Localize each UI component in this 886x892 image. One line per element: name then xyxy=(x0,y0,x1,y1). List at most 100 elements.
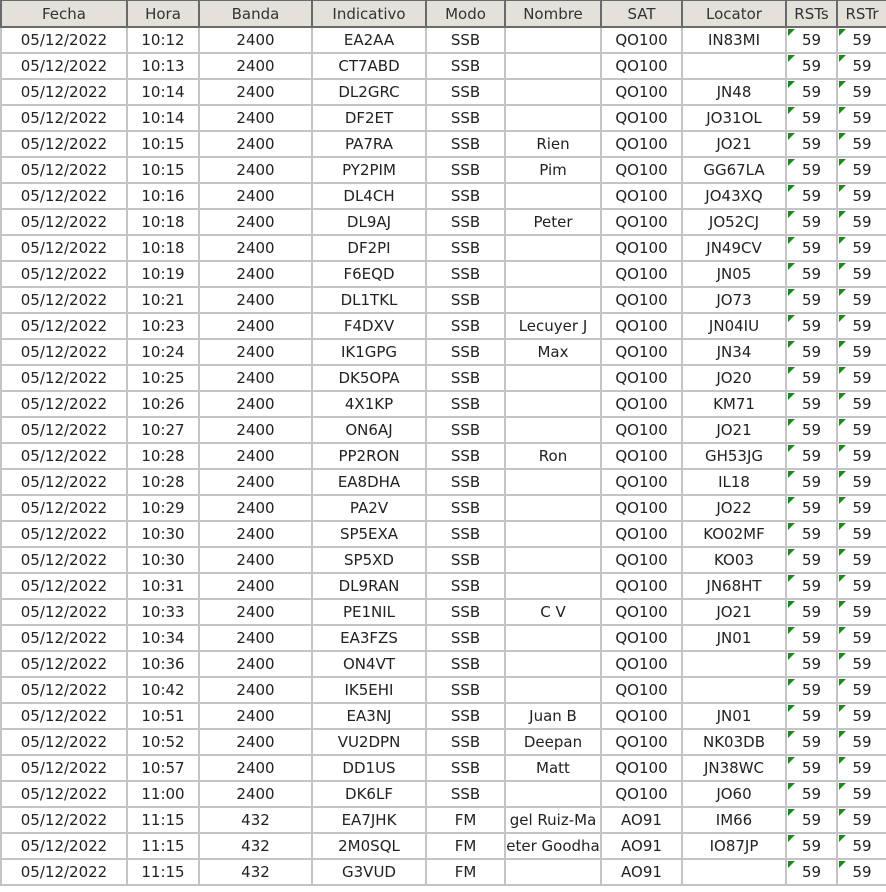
column-header-nombre[interactable]: Nombre xyxy=(504,0,602,28)
cell-nombre[interactable] xyxy=(504,78,602,106)
cell-locator[interactable]: JN01 xyxy=(681,624,787,652)
cell-banda[interactable]: 2400 xyxy=(198,416,313,444)
cell-modo[interactable]: SSB xyxy=(425,520,506,548)
cell-locator[interactable]: JN04IU xyxy=(681,312,787,340)
cell-rstr[interactable]: 59 xyxy=(836,832,886,860)
cell-fecha[interactable]: 05/12/2022 xyxy=(0,806,128,834)
cell-banda[interactable]: 2400 xyxy=(198,390,313,418)
cell-nombre[interactable]: Peter xyxy=(504,208,602,236)
cell-indicativo[interactable]: PY2PIM xyxy=(311,156,427,184)
cell-banda[interactable]: 2400 xyxy=(198,572,313,600)
cell-sat[interactable]: QO100 xyxy=(600,676,683,704)
cell-hora[interactable]: 10:18 xyxy=(126,208,200,236)
cell-nombre[interactable]: Matt xyxy=(504,754,602,782)
cell-hora[interactable]: 10:30 xyxy=(126,546,200,574)
cell-indicativo[interactable]: EA3NJ xyxy=(311,702,427,730)
cell-fecha[interactable]: 05/12/2022 xyxy=(0,546,128,574)
cell-fecha[interactable]: 05/12/2022 xyxy=(0,650,128,678)
cell-modo[interactable]: SSB xyxy=(425,780,506,808)
cell-modo[interactable]: SSB xyxy=(425,468,506,496)
cell-sat[interactable]: QO100 xyxy=(600,650,683,678)
cell-locator[interactable] xyxy=(681,858,787,886)
cell-rsts[interactable]: 59 xyxy=(785,78,838,106)
cell-fecha[interactable]: 05/12/2022 xyxy=(0,338,128,366)
cell-fecha[interactable]: 05/12/2022 xyxy=(0,858,128,886)
cell-indicativo[interactable]: DL1TKL xyxy=(311,286,427,314)
cell-banda[interactable]: 2400 xyxy=(198,208,313,236)
column-header-indicativo[interactable]: Indicativo xyxy=(311,0,427,28)
cell-banda[interactable]: 2400 xyxy=(198,26,313,54)
cell-banda[interactable]: 2400 xyxy=(198,546,313,574)
cell-rsts[interactable]: 59 xyxy=(785,390,838,418)
cell-banda[interactable]: 2400 xyxy=(198,260,313,288)
cell-nombre[interactable] xyxy=(504,52,602,80)
cell-rstr[interactable]: 59 xyxy=(836,468,886,496)
cell-hora[interactable]: 10:14 xyxy=(126,78,200,106)
cell-indicativo[interactable]: 2M0SQL xyxy=(311,832,427,860)
cell-nombre[interactable] xyxy=(504,390,602,418)
cell-fecha[interactable]: 05/12/2022 xyxy=(0,156,128,184)
cell-rsts[interactable]: 59 xyxy=(785,260,838,288)
cell-hora[interactable]: 10:15 xyxy=(126,156,200,184)
cell-locator[interactable]: IM66 xyxy=(681,806,787,834)
cell-banda[interactable]: 2400 xyxy=(198,286,313,314)
cell-banda[interactable]: 2400 xyxy=(198,442,313,470)
cell-hora[interactable]: 11:15 xyxy=(126,832,200,860)
cell-rstr[interactable]: 59 xyxy=(836,572,886,600)
cell-rsts[interactable]: 59 xyxy=(785,208,838,236)
cell-locator[interactable]: GG67LA xyxy=(681,156,787,184)
cell-hora[interactable]: 10:24 xyxy=(126,338,200,366)
cell-indicativo[interactable]: PA2V xyxy=(311,494,427,522)
cell-banda[interactable]: 2400 xyxy=(198,728,313,756)
cell-indicativo[interactable]: CT7ABD xyxy=(311,52,427,80)
cell-indicativo[interactable]: VU2DPN xyxy=(311,728,427,756)
cell-sat[interactable]: QO100 xyxy=(600,624,683,652)
cell-banda[interactable]: 432 xyxy=(198,806,313,834)
cell-rsts[interactable]: 59 xyxy=(785,832,838,860)
cell-hora[interactable]: 10:34 xyxy=(126,624,200,652)
cell-banda[interactable]: 2400 xyxy=(198,78,313,106)
cell-fecha[interactable]: 05/12/2022 xyxy=(0,78,128,106)
cell-hora[interactable]: 10:23 xyxy=(126,312,200,340)
cell-banda[interactable]: 432 xyxy=(198,858,313,886)
cell-modo[interactable]: SSB xyxy=(425,728,506,756)
cell-locator[interactable] xyxy=(681,676,787,704)
cell-fecha[interactable]: 05/12/2022 xyxy=(0,572,128,600)
cell-banda[interactable]: 2400 xyxy=(198,234,313,262)
column-header-banda[interactable]: Banda xyxy=(198,0,313,28)
cell-fecha[interactable]: 05/12/2022 xyxy=(0,26,128,54)
cell-nombre[interactable]: Rien xyxy=(504,130,602,158)
cell-rstr[interactable]: 59 xyxy=(836,104,886,132)
cell-indicativo[interactable]: DF2ET xyxy=(311,104,427,132)
cell-banda[interactable]: 2400 xyxy=(198,312,313,340)
cell-rsts[interactable]: 59 xyxy=(785,858,838,886)
cell-banda[interactable]: 2400 xyxy=(198,754,313,782)
cell-indicativo[interactable]: EA8DHA xyxy=(311,468,427,496)
cell-rsts[interactable]: 59 xyxy=(785,416,838,444)
cell-locator[interactable]: JO20 xyxy=(681,364,787,392)
cell-sat[interactable]: QO100 xyxy=(600,754,683,782)
cell-hora[interactable]: 11:00 xyxy=(126,780,200,808)
cell-modo[interactable]: SSB xyxy=(425,130,506,158)
cell-indicativo[interactable]: IK1GPG xyxy=(311,338,427,366)
cell-rstr[interactable]: 59 xyxy=(836,546,886,574)
cell-fecha[interactable]: 05/12/2022 xyxy=(0,364,128,392)
cell-fecha[interactable]: 05/12/2022 xyxy=(0,442,128,470)
cell-indicativo[interactable]: EA2AA xyxy=(311,26,427,54)
cell-indicativo[interactable]: ON4VT xyxy=(311,650,427,678)
cell-sat[interactable]: QO100 xyxy=(600,416,683,444)
cell-fecha[interactable]: 05/12/2022 xyxy=(0,468,128,496)
cell-sat[interactable]: QO100 xyxy=(600,728,683,756)
cell-indicativo[interactable]: DL2GRC xyxy=(311,78,427,106)
cell-nombre[interactable]: Ron xyxy=(504,442,602,470)
cell-hora[interactable]: 10:28 xyxy=(126,442,200,470)
column-header-rsts[interactable]: RSTs xyxy=(785,0,838,28)
cell-hora[interactable]: 10:13 xyxy=(126,52,200,80)
cell-rstr[interactable]: 59 xyxy=(836,78,886,106)
cell-rstr[interactable]: 59 xyxy=(836,442,886,470)
cell-rsts[interactable]: 59 xyxy=(785,52,838,80)
cell-modo[interactable]: FM xyxy=(425,832,506,860)
cell-sat[interactable]: QO100 xyxy=(600,156,683,184)
cell-locator[interactable]: JO60 xyxy=(681,780,787,808)
cell-modo[interactable]: SSB xyxy=(425,416,506,444)
